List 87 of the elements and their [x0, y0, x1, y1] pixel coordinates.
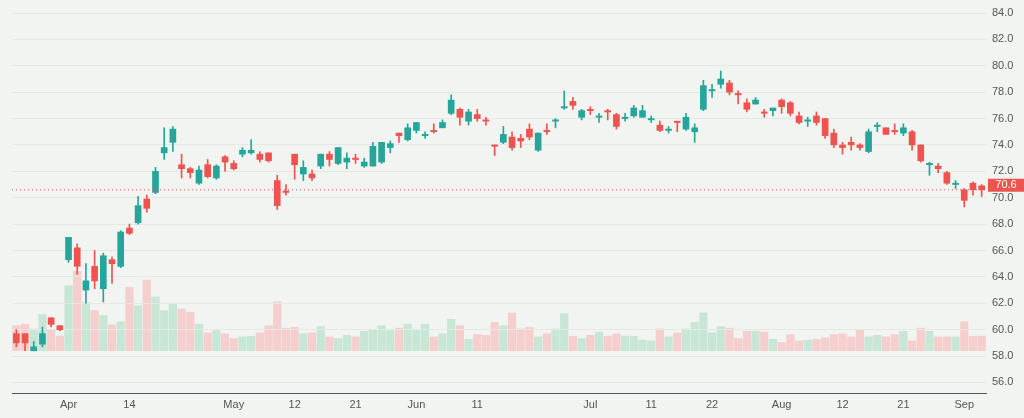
x-tick-label: 12: [836, 398, 849, 411]
y-tick-label: 72.0: [992, 164, 1014, 177]
y-tick-label: 60.0: [992, 322, 1014, 335]
x-tick-label: 14: [123, 398, 136, 411]
bar: [760, 331, 769, 351]
candlestick: [847, 136, 855, 151]
bar: [803, 339, 812, 351]
bar: [81, 302, 91, 351]
bar: [464, 339, 473, 351]
candlestick: [108, 256, 116, 284]
candlestick: [543, 123, 551, 135]
bar: [455, 325, 464, 351]
bar: [586, 335, 595, 351]
candlestick: [560, 90, 568, 110]
x-tick-label: 11: [471, 398, 483, 411]
x-tick-label: 11: [645, 398, 657, 411]
bar: [951, 336, 960, 351]
bar: [325, 336, 334, 351]
ref-line-label: 70.6: [995, 178, 1017, 191]
bar: [125, 287, 134, 351]
x-tick-label: Apr: [59, 398, 78, 411]
bar: [351, 336, 360, 351]
y-tick-label: 58.0: [992, 349, 1014, 362]
x-tick-label: 21: [349, 398, 362, 411]
candlestick: [708, 83, 716, 98]
bar: [212, 330, 221, 351]
candlestick: [804, 116, 812, 127]
bar: [203, 332, 212, 351]
y-tick-label: 80.0: [992, 58, 1014, 71]
y-tick-label: 70.0: [992, 190, 1014, 203]
x-tick-label: May: [223, 398, 245, 411]
y-tick-label: 82.0: [992, 32, 1014, 45]
bar: [73, 271, 82, 351]
bar: [655, 328, 665, 351]
y-tick-label: 78.0: [992, 85, 1014, 98]
x-tick-label: 22: [705, 398, 719, 411]
bar: [194, 323, 204, 351]
y-tick-label: 68.0: [992, 217, 1014, 230]
bar: [594, 331, 604, 351]
x-tick-label: 12: [288, 398, 301, 411]
bar: [768, 339, 778, 351]
bar: [577, 338, 586, 351]
y-tick-label: 56.0: [992, 375, 1014, 388]
candlestick: [517, 134, 525, 148]
y-tick-label: 66.0: [992, 243, 1014, 256]
bar: [99, 315, 108, 351]
bar: [133, 305, 143, 351]
bar: [499, 325, 508, 351]
y-tick-label: 64.0: [992, 269, 1014, 282]
candlestick: [891, 123, 899, 135]
bar: [534, 336, 543, 351]
candlestick: [873, 122, 881, 133]
y-tick-label: 74.0: [992, 137, 1014, 150]
x-tick-label: Aug: [771, 398, 792, 411]
bar: [90, 310, 99, 351]
candlestick: [673, 120, 681, 133]
bar: [116, 321, 125, 351]
bar: [673, 332, 682, 351]
candlestick: [621, 112, 629, 122]
candlestick: [421, 131, 429, 139]
bar: [64, 285, 73, 351]
x-tick-label: Jul: [583, 398, 598, 411]
bar: [107, 324, 117, 351]
candlestick: [595, 112, 603, 123]
bar: [899, 331, 908, 351]
bar: [925, 331, 934, 351]
bar: [429, 336, 438, 351]
bar: [394, 327, 404, 351]
candlestick: [604, 108, 612, 121]
bar: [542, 333, 551, 351]
candlestick: [586, 106, 594, 115]
bar: [142, 279, 151, 351]
y-tick-label: 84.0: [992, 6, 1014, 19]
y-tick-label: 62.0: [992, 296, 1014, 309]
x-tick-label: Sep: [954, 398, 975, 411]
bar: [299, 333, 308, 351]
bar: [568, 335, 578, 351]
x-tick-label: 21: [897, 398, 910, 411]
candlestick: [734, 90, 742, 105]
bar: [307, 332, 317, 351]
candlestick: [160, 127, 168, 160]
bar: [751, 331, 760, 351]
y-tick-label: 76.0: [992, 111, 1014, 124]
bar: [664, 336, 673, 351]
bar: [316, 326, 325, 351]
candlestick: [760, 108, 768, 118]
x-tick-label: Jun: [407, 398, 426, 411]
